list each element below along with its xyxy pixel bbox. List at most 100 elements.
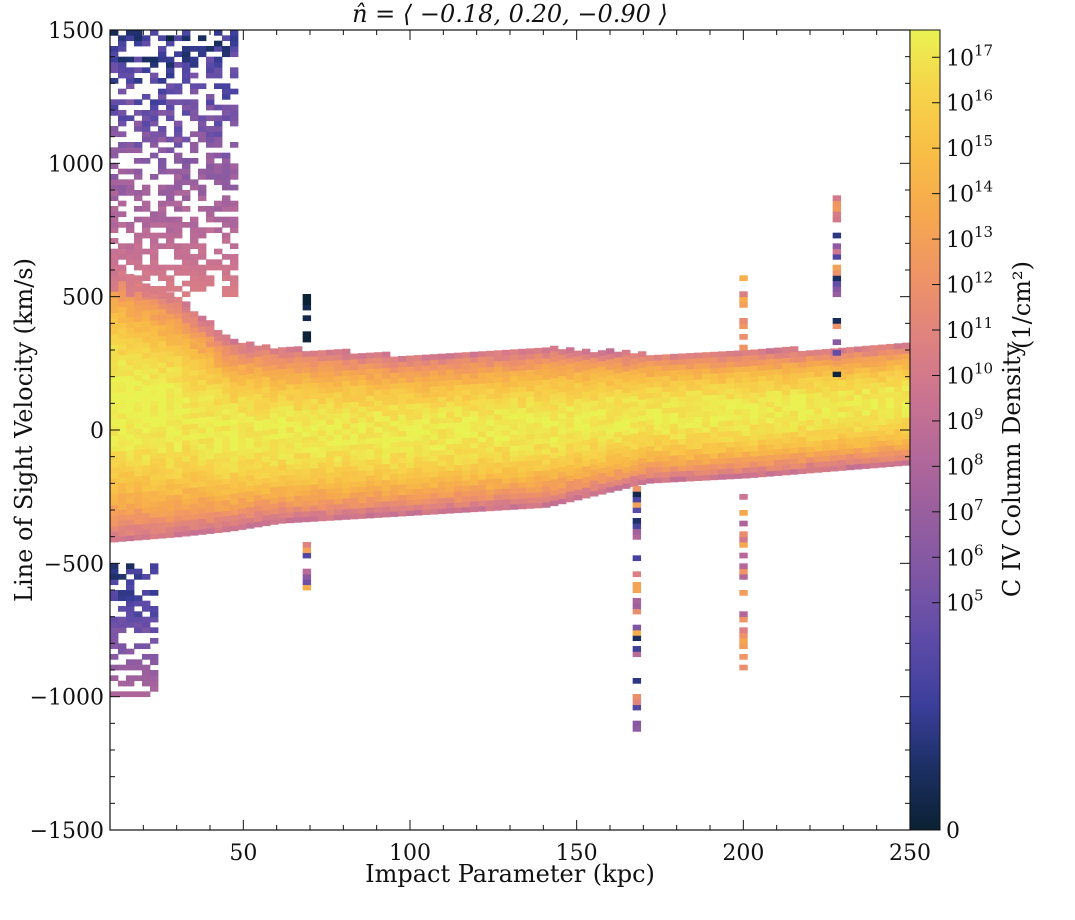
- heatmap-cell: [318, 398, 327, 404]
- heatmap-cell: [438, 396, 447, 403]
- heatmap-cell: [542, 448, 551, 455]
- heatmap-cell: [214, 394, 223, 400]
- heatmap-cell: [718, 463, 727, 470]
- heatmap-cell: [342, 450, 351, 456]
- heatmap-cell: [182, 317, 191, 324]
- heatmap-cell: [694, 368, 703, 375]
- heatmap-cell: [686, 438, 695, 445]
- heatmap-cell: [110, 152, 119, 159]
- heatmap-cell: [478, 393, 487, 400]
- heatmap-cell: [214, 420, 223, 427]
- heatmap-cell: [310, 452, 319, 458]
- heatmap-cell: [206, 126, 215, 132]
- heatmap-cell: [326, 397, 335, 404]
- heatmap-cell: [206, 99, 215, 106]
- heatmap-cell: [478, 505, 487, 512]
- heatmap-cell: [214, 479, 223, 486]
- heatmap-cell: [198, 459, 207, 466]
- heatmap-cell: [542, 422, 551, 428]
- heatmap-cell: [686, 411, 695, 418]
- heatmap-cell: [534, 459, 543, 466]
- heatmap-cell: [350, 406, 359, 413]
- heatmap-cell: [214, 404, 223, 411]
- heatmap-cell: [222, 419, 231, 426]
- heatmap-cell: [182, 174, 191, 180]
- heatmap-cell: [678, 438, 687, 445]
- heatmap-cell: [430, 418, 439, 424]
- heatmap-cell: [622, 376, 631, 383]
- heatmap-cell: [574, 457, 583, 464]
- heatmap-cell: [110, 520, 119, 527]
- heatmap-cell: [134, 465, 143, 472]
- heatmap-cell: [558, 365, 567, 371]
- heatmap-cell: [774, 448, 783, 455]
- heatmap-cell: [422, 423, 431, 430]
- heatmap-cell: [118, 643, 127, 650]
- heatmap-cell: [854, 367, 863, 374]
- heatmap-cell: [206, 163, 215, 170]
- heatmap-cell: [142, 275, 151, 282]
- heatmap-cell: [126, 508, 135, 515]
- heatmap-cell: [774, 363, 783, 370]
- heatmap-cell: [254, 398, 263, 405]
- heatmap-cell: [462, 458, 471, 465]
- heatmap-cell: [739, 568, 748, 575]
- heatmap-cell: [158, 136, 167, 143]
- heatmap-cell: [702, 453, 711, 460]
- heatmap-cell: [358, 491, 367, 498]
- heatmap-cell: [438, 401, 447, 408]
- heatmap-cell: [230, 509, 239, 516]
- heatmap-cell: [166, 409, 175, 416]
- heatmap-cell: [214, 500, 223, 507]
- heatmap-cell: [454, 486, 463, 492]
- heatmap-cell: [174, 254, 183, 260]
- heatmap-cell: [206, 346, 215, 353]
- heatmap-cell: [166, 292, 175, 298]
- heatmap-cell: [110, 46, 119, 52]
- heatmap-cell: [558, 487, 567, 494]
- heatmap-cell: [550, 489, 559, 496]
- heatmap-cell: [739, 318, 748, 324]
- heatmap-cell: [502, 387, 511, 393]
- heatmap-cell: [326, 504, 335, 511]
- heatmap-cell: [390, 447, 399, 453]
- heatmap-cell: [222, 398, 231, 405]
- heatmap-cell: [494, 435, 503, 442]
- heatmap-cell: [358, 443, 367, 450]
- heatmap-cell: [486, 489, 495, 496]
- heatmap-cell: [142, 227, 151, 234]
- heatmap-cell: [742, 419, 751, 426]
- heatmap-cell: [222, 446, 231, 453]
- heatmap-cell: [550, 447, 559, 453]
- heatmap-cell: [630, 449, 639, 455]
- heatmap-cell: [334, 386, 343, 393]
- heatmap-cell: [798, 356, 807, 363]
- heatmap-cell: [470, 405, 479, 411]
- heatmap-cell: [134, 611, 143, 618]
- heatmap-cell: [166, 521, 175, 528]
- heatmap-cell: [158, 490, 167, 496]
- heatmap-cell: [126, 364, 135, 371]
- heatmap-cell: [574, 451, 583, 458]
- heatmap-cell: [134, 56, 143, 63]
- heatmap-cell: [134, 438, 143, 445]
- heatmap-cell: [214, 495, 223, 502]
- heatmap-cell: [374, 506, 383, 513]
- heatmap-cell: [838, 358, 847, 365]
- heatmap-cell: [158, 94, 167, 100]
- heatmap-cell: [438, 417, 447, 424]
- heatmap-cell: [846, 347, 855, 353]
- heatmap-cell: [358, 401, 367, 407]
- heatmap-cell: [832, 270, 842, 276]
- heatmap-cell: [182, 158, 191, 164]
- heatmap-cell: [606, 406, 615, 413]
- heatmap-cell: [430, 466, 439, 472]
- heatmap-cell: [214, 46, 223, 52]
- heatmap-cell: [158, 410, 167, 416]
- heatmap-cell: [398, 420, 407, 426]
- heatmap-cell: [710, 442, 719, 449]
- heatmap-cell: [190, 503, 199, 509]
- heatmap-cell: [606, 374, 615, 381]
- heatmap-cell: [542, 470, 551, 476]
- heatmap-cell: [342, 498, 351, 504]
